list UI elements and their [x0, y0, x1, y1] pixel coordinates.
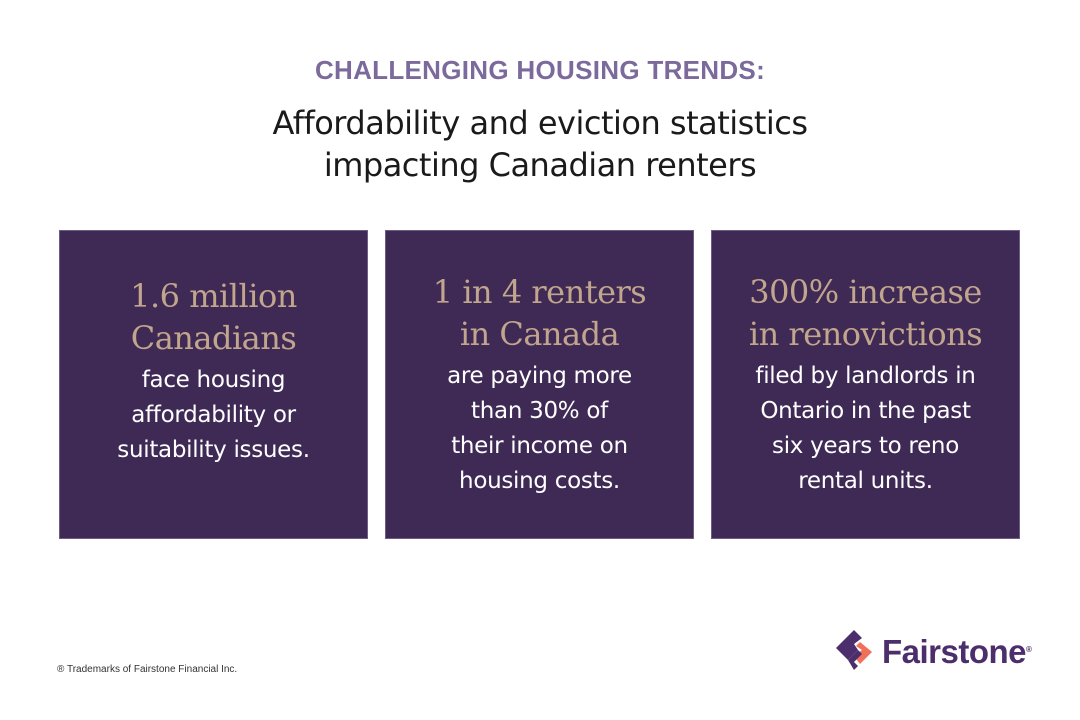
- stat-description: face housing affordability or suitabilit…: [60, 363, 367, 468]
- stat-description: filed by landlords in Ontario in the pas…: [712, 359, 1019, 499]
- title-line: Affordability and eviction statistics: [272, 104, 808, 142]
- stat-description: are paying more than 30% of their income…: [386, 359, 693, 499]
- fairstone-diamond-logo-icon: [836, 630, 874, 674]
- headline-line: in renovictions: [748, 315, 983, 353]
- description-line: six years to reno: [772, 433, 959, 459]
- description-line: affordability or: [131, 402, 296, 428]
- description-line: than 30% of: [471, 398, 608, 424]
- description-line: their income on: [451, 433, 628, 459]
- logo-wordmark: Fairstone®: [882, 633, 1032, 671]
- headline-line: 300% increase: [749, 273, 982, 311]
- fairstone-logo: Fairstone®: [836, 628, 1032, 676]
- description-line: filed by landlords in: [755, 363, 976, 389]
- headline-line: Canadians: [130, 319, 297, 357]
- stat-headline: 1 in 4 renters in Canada: [386, 271, 693, 355]
- headline-line: 1 in 4 renters: [432, 273, 647, 311]
- headline-line: in Canada: [459, 315, 620, 353]
- description-line: housing costs.: [459, 468, 620, 494]
- title-line: impacting Canadian renters: [323, 146, 757, 184]
- stat-headline: 1.6 million Canadians: [60, 275, 367, 359]
- description-line: suitability issues.: [117, 437, 310, 463]
- description-line: rental units.: [798, 468, 933, 494]
- stat-card-renovictions: 300% increase in renovictions filed by l…: [711, 230, 1020, 539]
- logo-name: Fairstone: [882, 633, 1027, 670]
- stat-card-canadians: 1.6 million Canadians face housing affor…: [59, 230, 368, 539]
- page-title: Affordability and eviction statistics im…: [0, 102, 1080, 186]
- stat-headline: 300% increase in renovictions: [712, 271, 1019, 355]
- kicker-heading: CHALLENGING HOUSING TRENDS:: [314, 55, 766, 85]
- description-line: are paying more: [447, 363, 632, 389]
- description-line: face housing: [141, 367, 286, 393]
- stat-card-renters: 1 in 4 renters in Canada are paying more…: [385, 230, 694, 539]
- description-line: Ontario in the past: [760, 398, 971, 424]
- trademark-footnote: ® Trademarks of Fairstone Financial Inc.: [57, 664, 238, 675]
- registered-mark: ®: [1026, 645, 1032, 654]
- headline-line: 1.6 million: [130, 277, 297, 315]
